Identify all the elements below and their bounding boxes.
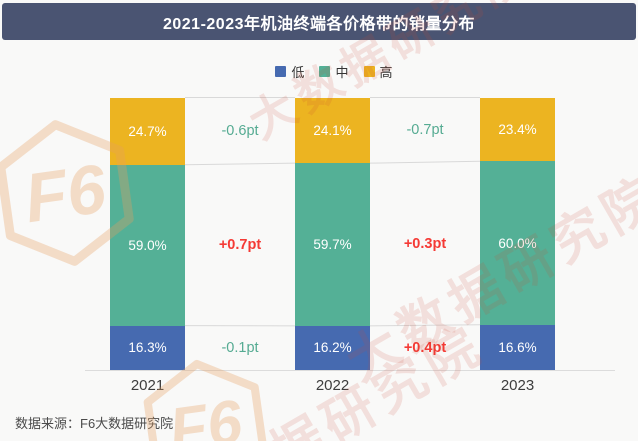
delta-2022-2023-低: +0.4pt bbox=[403, 339, 447, 356]
legend-item-低: 低 bbox=[275, 62, 304, 81]
data-source: 数据来源：F6大数据研究院 bbox=[15, 416, 174, 431]
delta-2022-2023-高: -0.7pt bbox=[406, 121, 444, 138]
legend-item-中: 中 bbox=[319, 62, 349, 81]
legend-swatch-icon bbox=[319, 66, 331, 77]
connector-line bbox=[369, 160, 481, 164]
bar-value-label: 23.4% bbox=[498, 121, 537, 137]
legend-swatch-icon bbox=[363, 66, 375, 77]
connector-line bbox=[369, 324, 481, 327]
bar-value-label: 59.7% bbox=[313, 237, 352, 252]
delta-2021-2022-低: -0.1pt bbox=[221, 339, 259, 356]
bar-2023-segment-中: 60.0% bbox=[480, 161, 555, 325]
bar-2022-segment-低: 16.2% bbox=[295, 325, 370, 370]
bar-value-label: 24.7% bbox=[128, 123, 167, 139]
delta-2021-2022-高: -0.6pt bbox=[221, 122, 259, 139]
bar-2023-segment-低: 16.6% bbox=[480, 324, 555, 370]
legend-swatch-icon bbox=[275, 66, 287, 77]
x-axis-label-2022: 2022 bbox=[315, 377, 350, 394]
bar-2021-segment-中: 59.0% bbox=[110, 164, 185, 326]
x-axis-line bbox=[85, 370, 615, 371]
legend-item-高: 高 bbox=[363, 62, 393, 81]
bar-2023-segment-高: 23.4% bbox=[480, 97, 555, 162]
legend-label: 低 bbox=[291, 65, 305, 80]
connector-line bbox=[184, 162, 296, 166]
bar-value-label: 24.1% bbox=[313, 122, 352, 138]
bar-2022-segment-高: 24.1% bbox=[295, 97, 370, 164]
title-bar: 2021-2023年机油终端各价格带的销量分布 bbox=[2, 3, 636, 40]
bar-value-label: 16.2% bbox=[313, 340, 352, 356]
bar-value-label: 16.6% bbox=[498, 339, 537, 355]
legend: 低中高 bbox=[30, 62, 638, 81]
x-axis-label-2023: 2023 bbox=[500, 377, 535, 394]
legend-label: 中 bbox=[335, 65, 349, 80]
bar-2022-segment-中: 59.7% bbox=[295, 163, 370, 326]
chart-title: 2021-2023年机油终端各价格带的销量分布 bbox=[162, 15, 476, 33]
bar-value-label: 16.3% bbox=[128, 340, 167, 356]
delta-2021-2022-中: +0.7pt bbox=[218, 236, 262, 253]
bar-2021-segment-高: 24.7% bbox=[110, 97, 185, 165]
delta-2022-2023-中: +0.3pt bbox=[403, 235, 447, 252]
bar-value-label: 60.0% bbox=[498, 235, 537, 251]
x-axis-label-2021: 2021 bbox=[130, 377, 165, 394]
legend-label: 高 bbox=[379, 65, 393, 80]
bar-value-label: 59.0% bbox=[128, 237, 167, 253]
bar-2021-segment-低: 16.3% bbox=[110, 325, 185, 370]
